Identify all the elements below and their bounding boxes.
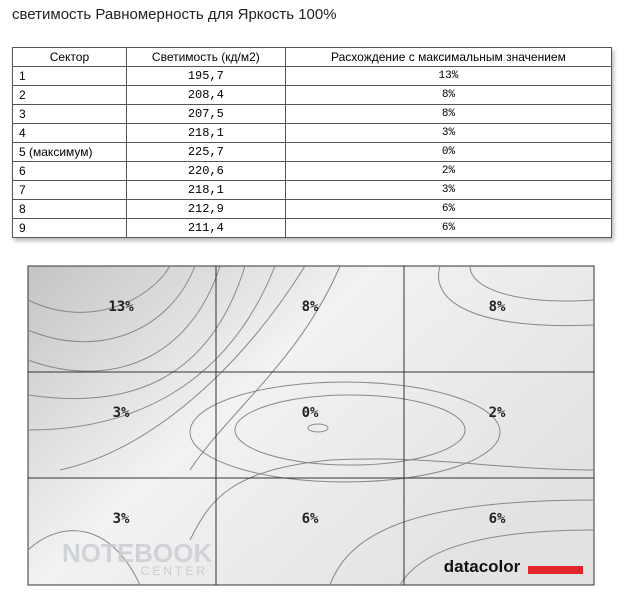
luminance-table: Сектор Светимость (кд/м2) Расхождение с ма… [12, 47, 613, 238]
table-header: Сектор Светимость (кд/м2) Расхождение с ма… [12, 47, 613, 67]
logo-bar [528, 566, 583, 574]
watermark-sub: CENTER [141, 564, 208, 578]
watermark-main: NOTEBOOK [62, 538, 212, 568]
table-cell: 211,4 [125, 218, 286, 238]
table-row: 5 (максимум) 225,7 0% [12, 142, 613, 162]
table-cell: 9 [12, 218, 127, 238]
table-cell: 5 (максимум) [12, 142, 127, 162]
table-cell: 6% [284, 218, 613, 238]
page-title: светимость Равномерность для Яркость 100… [12, 6, 337, 23]
table-row: 6 220,6 2% [12, 161, 613, 181]
cell-deviation: 8% [489, 299, 506, 315]
table-body: 1 195,7 13% 2 208,4 8% 3 207,5 8% 4 218,1 3% 5 (макс… [12, 66, 613, 238]
grid [28, 266, 594, 585]
table-cell: 212,9 [125, 199, 286, 219]
cell-deviation: 13% [108, 299, 134, 315]
table-row: 4 218,1 3% [12, 123, 613, 143]
header-cell: Светимость (кд/м2) [125, 47, 286, 67]
cell-deviation: 6% [489, 511, 506, 527]
cell-deviation: 3% [113, 511, 130, 527]
table-cell: 218,1 [125, 123, 286, 143]
cell-deviation: 2% [489, 405, 506, 421]
table-cell: 195,7 [125, 66, 286, 86]
cell-deviation: 8% [302, 299, 319, 315]
cell-deviation: 6% [302, 511, 319, 527]
contours [27, 265, 595, 586]
header-cell: Расхождение с максимальным значением [284, 47, 613, 67]
logo: datacolor [444, 557, 521, 576]
table-row: 9 211,4 6% [12, 218, 613, 238]
table-row: 8 212,9 6% [12, 199, 613, 219]
table-row: 7 218,1 3% [12, 180, 613, 200]
cell-deviation: 3% [113, 405, 130, 421]
table-cell: 220,6 [125, 161, 286, 181]
table-row: 2 208,4 8% [12, 85, 613, 105]
table-row: 3 207,5 8% [12, 104, 613, 124]
cell-deviation: 0% [302, 405, 319, 421]
